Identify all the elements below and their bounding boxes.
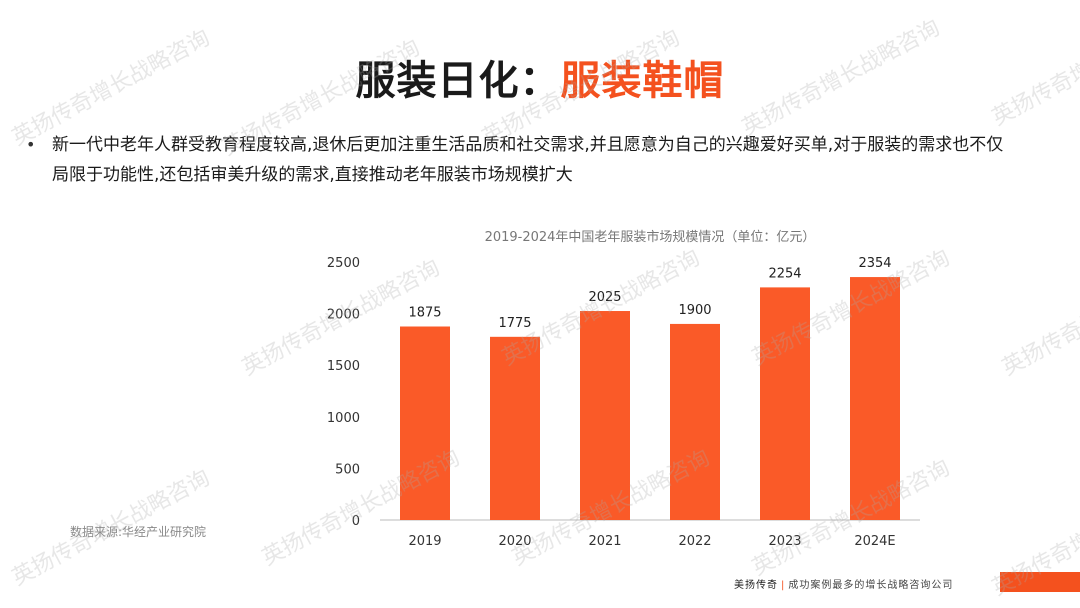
- title-main: 服装日化：: [355, 58, 561, 104]
- bullet-marker: •: [26, 135, 36, 154]
- x-tick-label: 2024E: [854, 534, 895, 549]
- chart-title: 2019-2024年中国老年服装市场规模情况（单位：亿元）: [484, 230, 816, 245]
- y-tick-label: 0: [352, 514, 360, 529]
- data-label: 2354: [858, 256, 891, 271]
- page-title: 服装日化：服装鞋帽: [0, 48, 1080, 106]
- bar-series: [400, 277, 900, 520]
- bullet-point: • 新一代中老年人群受教育程度较高,退休后更加注重生活品质和社交需求,并且愿意为…: [26, 130, 1046, 190]
- data-labels: 1875 1775 2025 1900 2254 2354: [408, 256, 891, 331]
- bar-2023: [760, 287, 810, 520]
- y-tick-label: 2500: [327, 256, 360, 271]
- x-tick-label: 2021: [588, 534, 621, 549]
- data-source: 数据来源:华经产业研究院: [70, 525, 207, 539]
- y-tick-label: 1000: [327, 411, 360, 426]
- data-label: 2025: [588, 290, 621, 305]
- footer-tagline: 成功案例最多的增长战略咨询公司: [788, 580, 954, 591]
- y-tick-label: 500: [335, 462, 360, 477]
- bar-2022: [670, 323, 720, 520]
- x-tick-label: 2023: [768, 534, 801, 549]
- x-tick-label: 2022: [678, 534, 711, 549]
- data-label: 1775: [498, 316, 531, 331]
- footer-accent-bar: [1000, 572, 1080, 592]
- y-tick-label: 1500: [327, 359, 360, 374]
- bar-2021: [580, 311, 630, 520]
- data-label: 1875: [408, 306, 441, 321]
- x-tick-label: 2019: [408, 534, 441, 549]
- footer-text: 美扬传奇 | 成功案例最多的增长战略咨询公司: [734, 576, 953, 591]
- data-label: 2254: [768, 266, 801, 281]
- title-accent: 服装鞋帽: [560, 58, 725, 104]
- bar-2024E: [850, 277, 900, 520]
- bullet-text: 新一代中老年人群受教育程度较高,退休后更加注重生活品质和社交需求,并且愿意为自己…: [52, 135, 1004, 185]
- footer-brand: 美扬传奇: [734, 580, 778, 591]
- bar-2020: [490, 336, 540, 520]
- y-axis: 0 500 1000 1500 2000 2500: [327, 256, 360, 529]
- footer-separator: |: [781, 580, 786, 591]
- x-axis: 2019 2020 2021 2022 2023 2024E: [408, 534, 895, 549]
- x-tick-label: 2020: [498, 534, 531, 549]
- y-tick-label: 2000: [327, 308, 360, 323]
- bar-2019: [400, 326, 450, 520]
- data-label: 1900: [678, 303, 711, 318]
